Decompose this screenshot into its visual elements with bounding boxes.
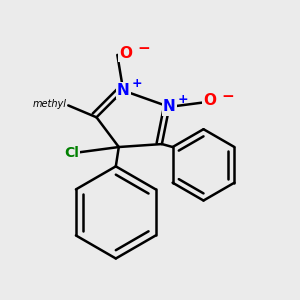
Text: N: N [117, 83, 130, 98]
Text: O: O [203, 94, 216, 109]
Text: +: + [177, 93, 188, 106]
Text: Cl: Cl [64, 146, 79, 160]
Text: methyl: methyl [33, 99, 67, 109]
Text: −: − [221, 89, 234, 104]
Text: N: N [163, 99, 176, 114]
Text: O: O [120, 46, 133, 61]
Text: −: − [138, 41, 150, 56]
Text: +: + [131, 76, 142, 90]
